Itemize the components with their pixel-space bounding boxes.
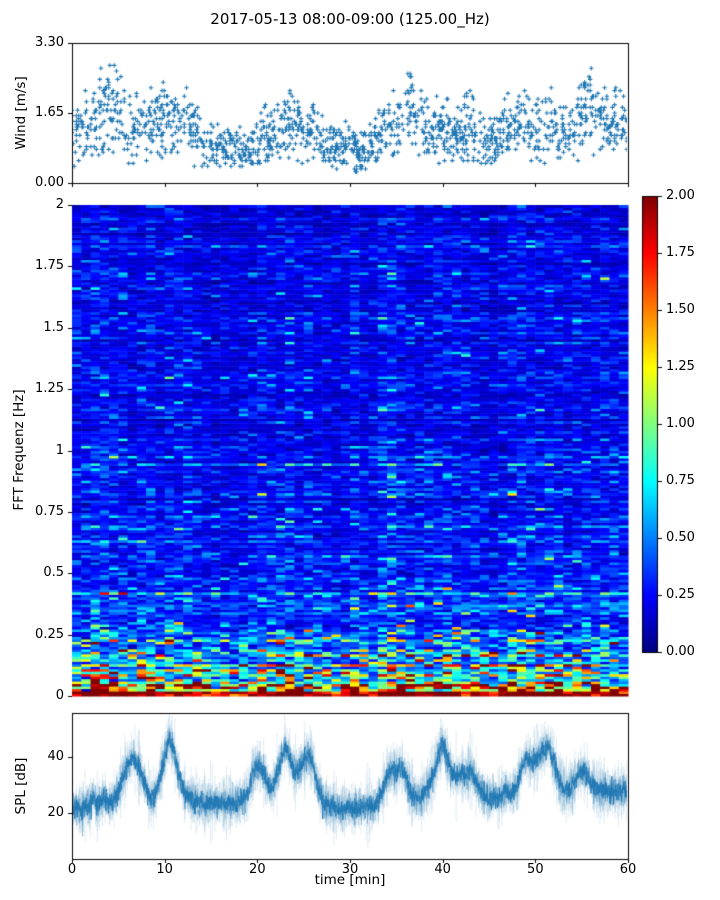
charts-canvas: [0, 0, 720, 900]
figure: 2017-05-13 08:00-09:00 (125.00_Hz) Wind …: [0, 0, 720, 900]
